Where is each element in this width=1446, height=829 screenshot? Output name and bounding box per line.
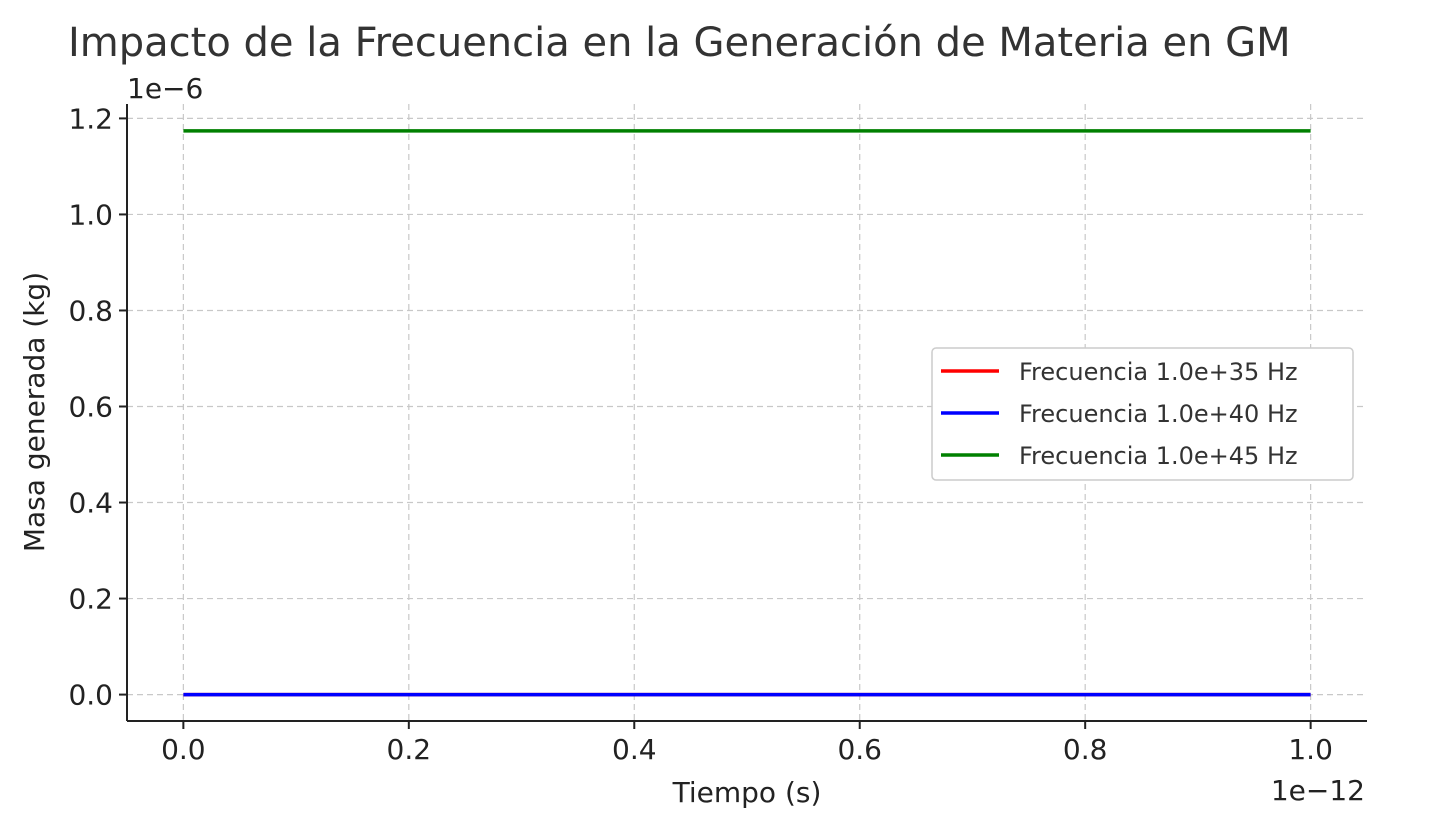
x-tick-label: 0.6 [837, 733, 882, 766]
legend: Frecuencia 1.0e+35 Hz Frecuencia 1.0e+40 … [931, 347, 1354, 481]
y-tick-label: 0.4 [68, 487, 113, 520]
x-offset-label: 1e−12 [1271, 774, 1365, 807]
legend-label-2: Frecuencia 1.0e+40 Hz [1019, 400, 1298, 428]
y-tick-label: 0.2 [68, 583, 113, 616]
x-axis-label: Tiempo (s) [672, 776, 822, 809]
y-tick-label: 0.6 [68, 390, 113, 423]
chart-title: Impacto de la Frecuencia en la Generació… [68, 20, 1291, 66]
y-tick-label: 0.8 [68, 294, 113, 327]
y-ticks: 0.0 0.2 0.4 0.6 0.8 1.0 1.2 [68, 102, 127, 712]
legend-label-1: Frecuencia 1.0e+35 Hz [1019, 358, 1298, 386]
legend-frame [931, 347, 1354, 481]
series-lines [183, 129, 1311, 697]
x-ticks: 0.0 0.2 0.4 0.6 0.8 1.0 [161, 721, 1333, 766]
x-tick-label: 0.0 [161, 733, 206, 766]
y-offset-label: 1e−6 [127, 72, 203, 105]
x-tick-label: 0.8 [1063, 733, 1108, 766]
x-tick-label: 0.2 [387, 733, 432, 766]
legend-label-3: Frecuencia 1.0e+45 Hz [1019, 442, 1298, 470]
y-axis-label: Masa generada (kg) [18, 272, 51, 552]
y-tick-label: 1.0 [68, 198, 113, 231]
y-tick-label: 1.2 [68, 102, 113, 135]
x-tick-label: 1.0 [1288, 733, 1333, 766]
x-tick-label: 0.4 [612, 733, 657, 766]
y-tick-label: 0.0 [68, 679, 113, 712]
